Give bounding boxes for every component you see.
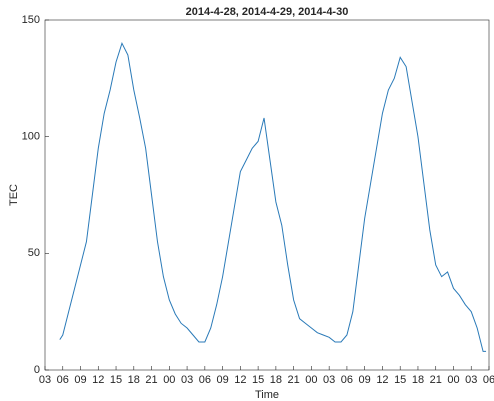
x-axis-label: Time (255, 389, 279, 401)
x-tick-label: 15 (252, 374, 264, 386)
x-tick-label: 09 (216, 374, 228, 386)
x-tick-label: 15 (394, 374, 406, 386)
x-tick-label: 00 (163, 374, 175, 386)
x-tick-label: 03 (323, 374, 335, 386)
x-tick-label: 06 (199, 374, 211, 386)
x-tick-label: 03 (465, 374, 477, 386)
x-tick-label: 21 (288, 374, 300, 386)
x-tick-label: 12 (234, 374, 246, 386)
y-tick-label: 100 (22, 131, 40, 143)
y-tick-label: 150 (22, 14, 40, 26)
x-tick-label: 06 (483, 374, 494, 386)
x-tick-label: 00 (305, 374, 317, 386)
x-tick-label: 06 (341, 374, 353, 386)
axes-box (44, 19, 490, 371)
x-tick-label: 18 (128, 374, 140, 386)
x-tick-label: 09 (74, 374, 86, 386)
x-tick-label: 12 (92, 374, 104, 386)
x-tick-label: 03 (181, 374, 193, 386)
y-tick-label: 50 (28, 247, 40, 259)
x-tick-label: 12 (376, 374, 388, 386)
chart-title: 2014-4-28, 2014-4-29, 2014-4-30 (186, 6, 349, 18)
x-tick-label: 21 (430, 374, 442, 386)
x-tick-label: 18 (412, 374, 424, 386)
x-tick-label: 06 (57, 374, 69, 386)
data-line (59, 42, 487, 352)
y-axis-label: TEC (8, 184, 20, 206)
x-tick-label: 18 (270, 374, 282, 386)
y-tick-label: 0 (34, 364, 40, 376)
x-tick-label: 21 (145, 374, 157, 386)
x-tick-label: 00 (447, 374, 459, 386)
x-tick-label: 03 (39, 374, 51, 386)
x-tick-label: 09 (359, 374, 371, 386)
x-tick-label: 15 (110, 374, 122, 386)
